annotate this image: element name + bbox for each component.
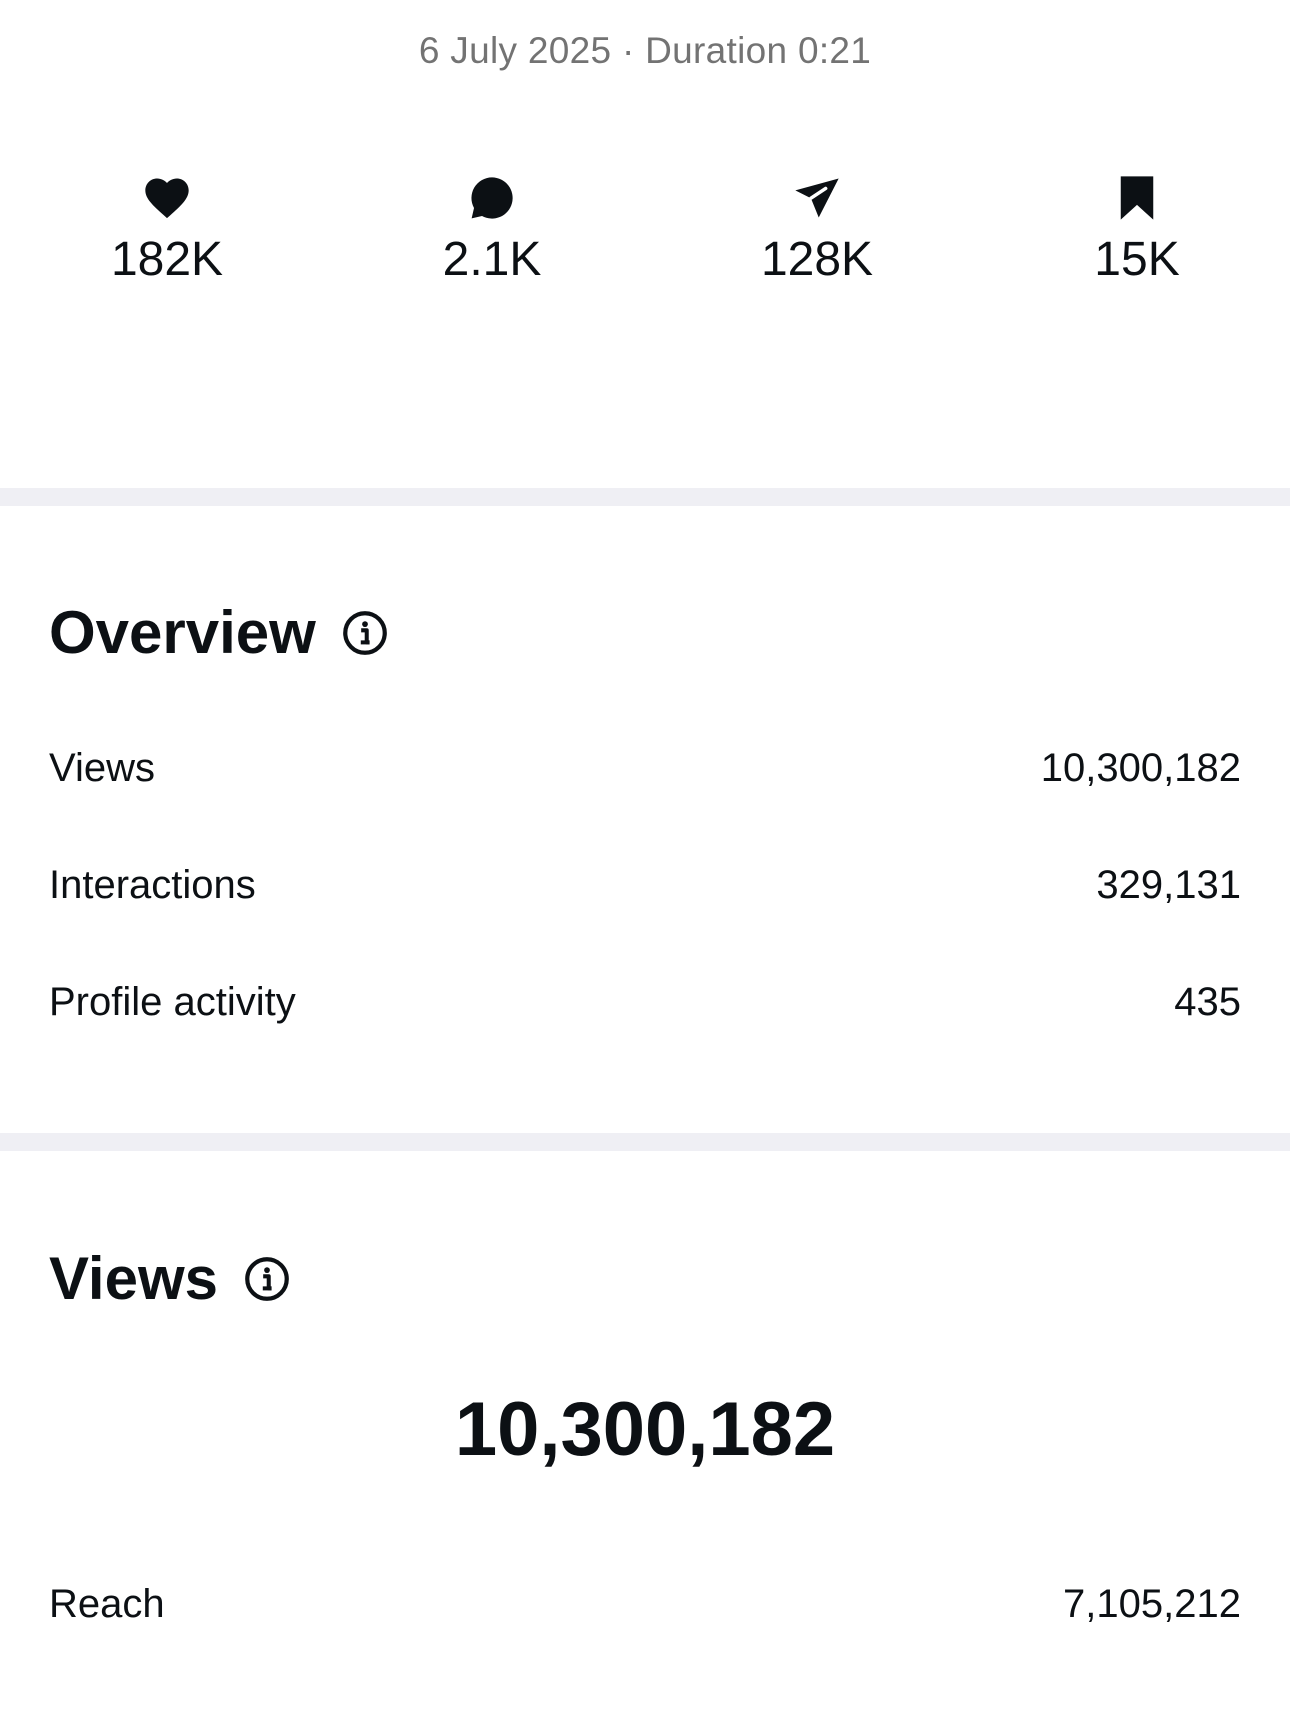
overview-row-value: 435	[1174, 972, 1241, 1032]
views-heading: Views	[49, 1244, 290, 1314]
overview-row-label: Profile activity	[49, 972, 296, 1032]
overview-row-views: Views 10,300,182	[49, 738, 1241, 798]
shares-count: 128K	[697, 230, 937, 290]
overview-row-value: 329,131	[1096, 855, 1241, 915]
shares-stat[interactable]: 128K	[697, 172, 937, 290]
info-icon[interactable]	[342, 610, 388, 656]
views-row-value: 7,105,212	[1063, 1574, 1241, 1634]
share-icon	[791, 172, 843, 224]
overview-title: Overview	[49, 598, 316, 668]
post-date-duration: 6 July 2025 · Duration 0:21	[0, 30, 1290, 72]
section-divider	[0, 488, 1290, 506]
comments-stat[interactable]: 2.1K	[372, 172, 612, 290]
saves-stat[interactable]: 15K	[1017, 172, 1257, 290]
overview-row-value: 10,300,182	[1041, 738, 1241, 798]
saves-count: 15K	[1017, 230, 1257, 290]
overview-row-label: Interactions	[49, 855, 256, 915]
views-row-reach: Reach 7,105,212	[49, 1574, 1241, 1634]
likes-count: 182K	[47, 230, 287, 290]
overview-row-profile-activity: Profile activity 435	[49, 972, 1241, 1032]
views-title: Views	[49, 1244, 218, 1314]
overview-heading: Overview	[49, 598, 388, 668]
comments-count: 2.1K	[372, 230, 612, 290]
comment-icon	[466, 172, 518, 224]
bookmark-icon	[1111, 172, 1163, 224]
section-divider	[0, 1133, 1290, 1151]
overview-row-interactions: Interactions 329,131	[49, 855, 1241, 915]
info-icon[interactable]	[244, 1256, 290, 1302]
likes-stat[interactable]: 182K	[47, 172, 287, 290]
views-row-label: Reach	[49, 1574, 165, 1634]
views-total: 10,300,182	[0, 1385, 1290, 1475]
heart-icon	[141, 172, 193, 224]
overview-row-label: Views	[49, 738, 155, 798]
engagement-stats: 182K 2.1K 128K 15K	[0, 172, 1290, 312]
